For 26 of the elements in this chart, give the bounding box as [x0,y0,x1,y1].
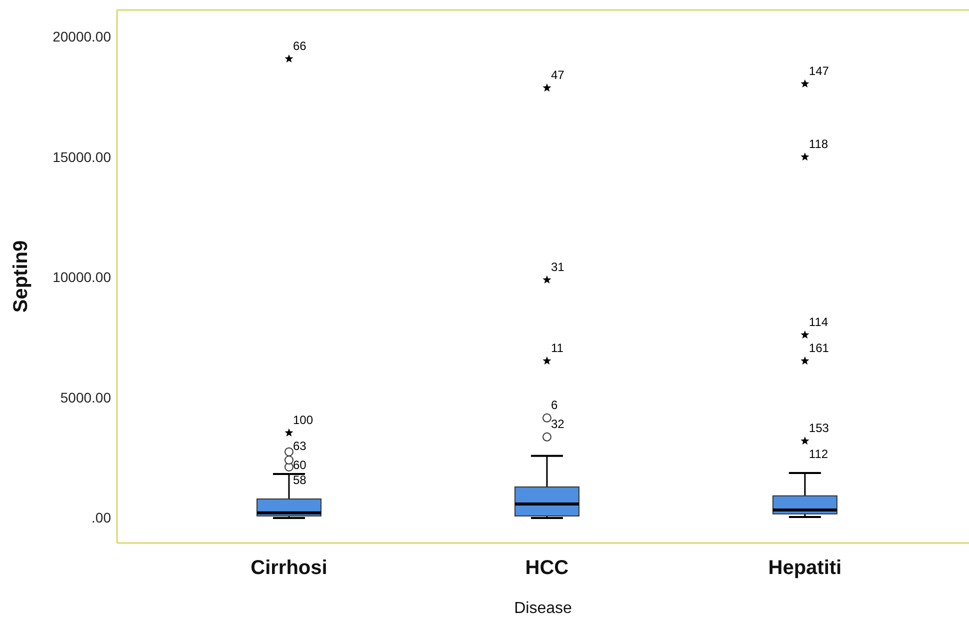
x-tick-label: Hepatiti [768,557,842,579]
y-tick-label: .00 [92,510,112,526]
annotation: 63 [292,439,307,454]
y-tick-label: 20000.00 [52,28,112,45]
annotation: 66 [292,39,307,53]
x-tick-label: Cirrhosi [250,557,328,579]
annotation: 6 [550,398,558,412]
y-tick-label: 10000.00 [52,269,112,286]
annotation: 32 [550,417,565,432]
annotation: 118 [808,137,828,152]
annotation: 114 [808,315,828,330]
x-axis-title: Disease [514,600,572,617]
annotation: 100 [292,413,314,428]
annotation: 11 [550,341,564,356]
annotation: 60 [292,458,307,472]
y-axis-title: Septin9 [10,240,32,313]
annotation: 147 [808,64,830,78]
annotation: 161 [808,341,830,356]
annotation: 58 [292,473,307,488]
annotation: 47 [550,68,565,82]
annotation: 31 [550,260,565,274]
x-tick-label: HCC [525,557,569,579]
y-tick-label: 5000.00 [60,389,112,406]
annotation: 112 [808,447,828,462]
annotation: 153 [808,421,830,436]
y-tick-label: 15000.00 [52,148,112,165]
